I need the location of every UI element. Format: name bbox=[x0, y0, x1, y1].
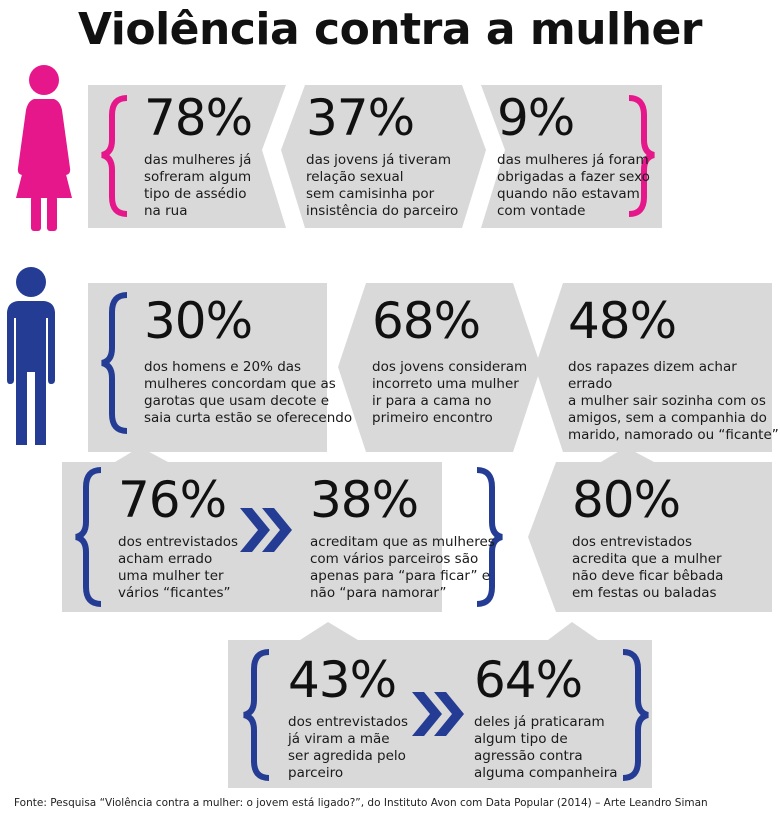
stat-percent: 43% bbox=[288, 651, 397, 709]
pink-curly-bracket-icon bbox=[101, 95, 128, 217]
stat-percent: 48% bbox=[568, 292, 677, 350]
men-row1-box-1 bbox=[88, 283, 327, 452]
blue-curly-bracket-icon bbox=[101, 292, 128, 434]
stat-description: dos entrevistados acredita que a mulher … bbox=[572, 534, 724, 601]
stat-percent: 78% bbox=[144, 89, 253, 147]
women-stat-box-3 bbox=[481, 85, 662, 228]
blue-curly-bracket-icon bbox=[243, 649, 270, 781]
men-row3-box-2 bbox=[442, 622, 652, 788]
stat-description: dos rapazes dizem achar errado a mulher … bbox=[568, 359, 779, 443]
source-credit: Fonte: Pesquisa “Violência contra a mulh… bbox=[14, 797, 708, 809]
stat-percent: 76% bbox=[118, 471, 227, 529]
stat-percent: 38% bbox=[310, 471, 419, 529]
stat-description: dos homens e 20% das mulheres concordam … bbox=[144, 359, 353, 426]
stat-percent: 64% bbox=[474, 651, 583, 709]
stat-description: dos entrevistados já viram a mãe ser agr… bbox=[288, 714, 409, 781]
page-title: Violência contra a mulher bbox=[77, 4, 703, 55]
blue-curly-bracket-close-icon bbox=[622, 649, 649, 781]
stat-percent: 37% bbox=[306, 89, 415, 147]
blue-curly-bracket-icon bbox=[75, 467, 102, 607]
stat-percent: 68% bbox=[372, 292, 481, 350]
stat-description: acreditam que as mulheres com vários par… bbox=[310, 534, 495, 601]
men-stat-5: 38% acreditam que as mulheres com vários… bbox=[310, 474, 495, 602]
men-stat-1: 30% dos homens e 20% das mulheres concor… bbox=[144, 295, 352, 427]
women-stat-3: 9% das mulheres já foram obrigadas a faz… bbox=[497, 92, 650, 220]
men-stat-8: 64% deles já praticaram algum tipo de ag… bbox=[474, 654, 618, 782]
stat-description: dos entrevistados acham errado uma mulhe… bbox=[118, 534, 239, 601]
men-stat-7: 43% dos entrevistados já viram a mãe ser… bbox=[288, 654, 408, 782]
women-stat-2: 37% das jovens já tiveram relação sexual… bbox=[306, 92, 458, 220]
stat-description: deles já praticaram algum tipo de agress… bbox=[474, 714, 618, 781]
men-stat-4: 76% dos entrevistados acham errado uma m… bbox=[118, 474, 238, 602]
men-stat-6: 80% dos entrevistados acredita que a mul… bbox=[572, 474, 723, 602]
double-chevron-right-icon bbox=[240, 508, 292, 552]
women-stat-box-2 bbox=[281, 85, 486, 228]
man-figure-icon bbox=[7, 267, 55, 445]
stat-description: dos jovens consideram incorreto uma mulh… bbox=[372, 359, 528, 426]
stat-description: das jovens já tiveram relação sexual sem… bbox=[306, 152, 459, 219]
men-row2-box-2 bbox=[528, 447, 772, 612]
men-row3-box-1 bbox=[228, 622, 442, 788]
stat-percent: 30% bbox=[144, 292, 253, 350]
women-stat-1: 78% das mulheres já sofreram algum tipo … bbox=[144, 89, 253, 220]
double-chevron-right-icon bbox=[412, 692, 464, 736]
men-row1-box-3 bbox=[535, 283, 772, 452]
stat-description: das mulheres já sofreram algum tipo de a… bbox=[144, 152, 252, 219]
women-stat-box-1 bbox=[88, 85, 286, 228]
stat-percent: 9% bbox=[497, 89, 575, 147]
blue-curly-bracket-close-icon bbox=[476, 467, 503, 607]
stat-description: das mulheres já foram obrigadas a fazer … bbox=[497, 152, 650, 219]
woman-figure-icon bbox=[16, 65, 72, 231]
men-row1-box-2 bbox=[338, 283, 541, 452]
pink-curly-bracket-close-icon bbox=[628, 95, 655, 217]
men-stat-3: 48% dos rapazes dizem achar errado a mul… bbox=[568, 295, 780, 444]
men-row2-box-1 bbox=[62, 447, 442, 612]
men-stat-2: 68% dos jovens consideram incorreto uma … bbox=[372, 295, 527, 427]
stat-percent: 80% bbox=[572, 471, 681, 529]
